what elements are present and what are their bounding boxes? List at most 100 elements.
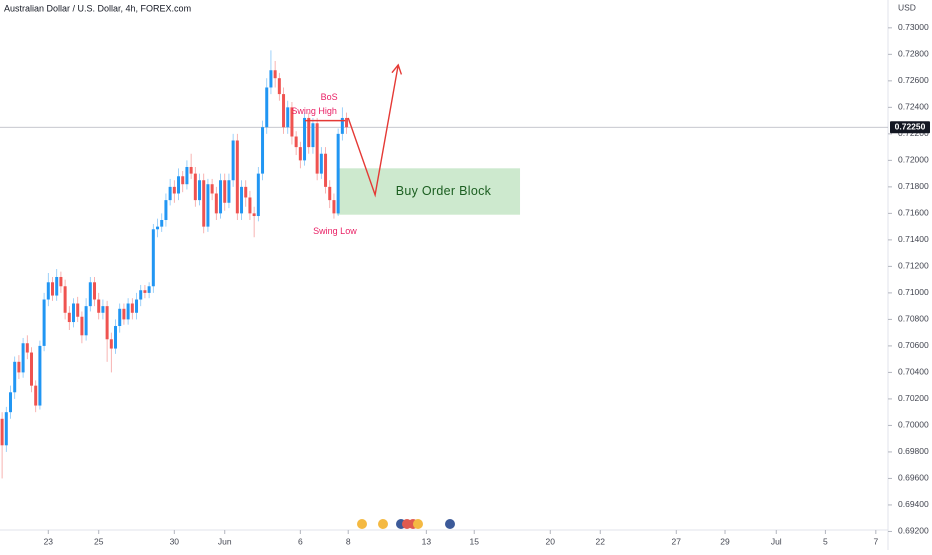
bos-label: BoS [321, 92, 338, 102]
candle-body [193, 173, 197, 201]
y-tick-label: 0.69400 [898, 499, 929, 509]
event-icon [357, 519, 367, 529]
candle-body [328, 186, 332, 201]
candle-body [168, 186, 172, 201]
candle-body [126, 303, 130, 320]
candle-body [147, 286, 151, 293]
x-tick-label: 25 [94, 536, 104, 546]
candle-body [181, 176, 185, 185]
candle-body [244, 186, 248, 198]
candle-body [151, 229, 155, 287]
candle-body [109, 339, 113, 349]
candle-body [34, 385, 38, 406]
candle-body [101, 306, 105, 313]
x-tick-label: 30 [170, 536, 180, 546]
candle-body [93, 282, 97, 300]
y-tick-label: 0.71800 [898, 181, 929, 191]
candle-body [282, 94, 286, 128]
candle-body [265, 87, 269, 128]
candle-body [223, 180, 227, 203]
candle-body [256, 173, 260, 217]
candle-body [17, 361, 21, 373]
candle-body [46, 282, 50, 300]
x-tick-label: 13 [422, 536, 432, 546]
y-tick-label: 0.72000 [898, 155, 929, 165]
candle-body [231, 140, 235, 181]
candle-body [206, 184, 210, 227]
candle-body [63, 286, 67, 313]
candle-body [156, 226, 160, 230]
last-price-label: 0.72250 [895, 121, 926, 131]
candle-body [122, 308, 126, 320]
candle-body [185, 166, 189, 185]
candle-body [114, 326, 118, 349]
projection-arrow [347, 64, 399, 198]
candle-body [277, 78, 281, 95]
candle-body [143, 290, 147, 293]
candle-body [340, 117, 344, 134]
candle-body [177, 176, 181, 194]
candle-body [227, 180, 231, 203]
x-tick-label: 23 [44, 536, 54, 546]
y-tick-label: 0.69800 [898, 446, 929, 456]
candle-body [139, 290, 143, 300]
event-icons [357, 519, 455, 529]
y-tick-label: 0.71400 [898, 234, 929, 244]
x-tick-label: 27 [672, 536, 682, 546]
x-tick-label: 7 [873, 536, 878, 546]
x-tick-label: 5 [823, 536, 828, 546]
x-tick-label: 20 [546, 536, 556, 546]
candle-body [273, 70, 277, 79]
candle-body [210, 184, 214, 194]
candle-body [84, 306, 88, 336]
plot [0, 50, 888, 479]
candle-body [172, 186, 176, 194]
x-tick-label: Jul [771, 536, 782, 546]
candle-body [235, 140, 239, 214]
candle-body [315, 123, 319, 174]
candle-body [311, 123, 315, 148]
candle-body [332, 200, 336, 214]
candle-body [130, 303, 134, 313]
candle-body [336, 133, 340, 214]
event-icon [378, 519, 388, 529]
candle-body [269, 70, 273, 88]
y-tick-label: 0.71200 [898, 261, 929, 271]
candle-body [164, 200, 168, 220]
candle-body [252, 213, 256, 217]
candle-body [189, 166, 193, 174]
candle-body [345, 117, 349, 128]
candle-body [88, 282, 92, 307]
arrow-head [391, 63, 403, 75]
candle-body [202, 180, 206, 227]
y-tick-label: 0.71600 [898, 208, 929, 218]
x-tick-label: 8 [346, 536, 351, 546]
candle-body [298, 147, 302, 161]
candle-body [51, 282, 55, 296]
candle-body [67, 312, 71, 323]
y-tick-label: 0.70400 [898, 367, 929, 377]
x-tick-label: 29 [720, 536, 730, 546]
candle-body [76, 303, 80, 317]
chart-title: Australian Dollar / U.S. Dollar, 4h, FOR… [4, 3, 191, 13]
candle-body [97, 299, 101, 313]
event-icon [445, 519, 455, 529]
candle-body [261, 127, 265, 174]
candle-body [9, 392, 13, 413]
candle-body [55, 276, 59, 296]
candle-body [118, 308, 122, 327]
candle-body [307, 117, 311, 148]
event-icon [413, 519, 423, 529]
x-tick-label: 15 [470, 536, 480, 546]
candle-body [0, 418, 4, 446]
candle-body [135, 299, 139, 313]
y-tick-label: 0.70800 [898, 314, 929, 324]
y-tick-label: 0.70200 [898, 393, 929, 403]
y-tick-label: 0.70600 [898, 340, 929, 350]
candle-body [21, 343, 25, 373]
y-tick-label: 0.69600 [898, 473, 929, 483]
candle-body [214, 193, 218, 214]
candle-body [13, 361, 17, 393]
y-tick-label: 0.73000 [898, 22, 929, 32]
